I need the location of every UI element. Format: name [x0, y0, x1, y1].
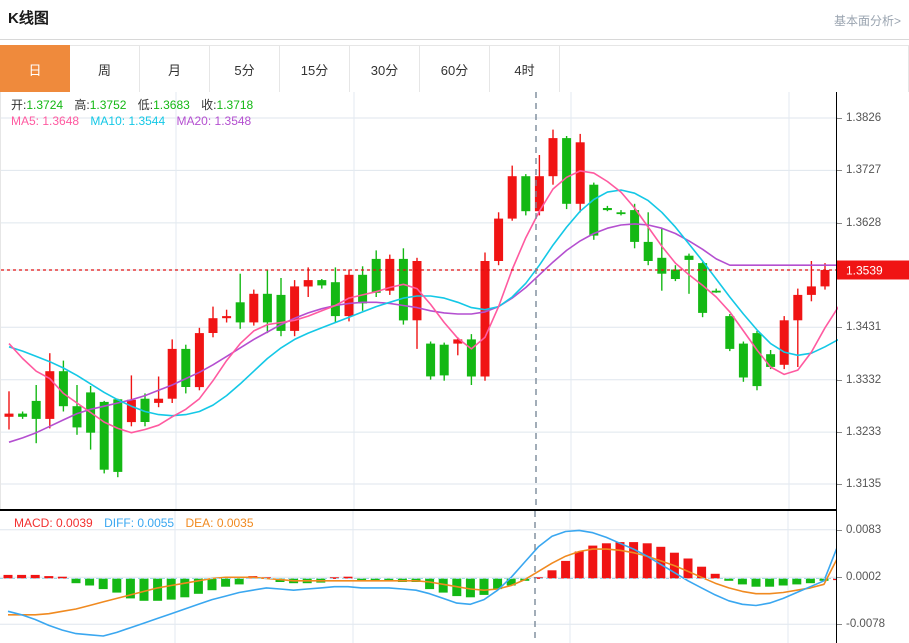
y-axis-tick [837, 484, 842, 485]
current-price-badge: 1.3539 [837, 260, 909, 280]
macd-axis-label: -0.0078 [846, 618, 886, 631]
y-axis-tick [837, 170, 842, 172]
timeframe-tabbar: 日 周 月 5分 15分 30分 60分 4时 [0, 45, 909, 92]
price-pane[interactable]: 开:1.3724 高:1.3752 低:1.3683 收:1.3718 MA5:… [0, 92, 909, 510]
y-axis-tick [837, 379, 842, 381]
y-axis-tick [837, 529, 842, 531]
tab-day[interactable]: 日 [0, 45, 70, 92]
page-header: K线图 基本面分析> [0, 0, 909, 40]
fundamental-analysis-link[interactable]: 基本面分析> [833, 14, 901, 28]
y-axis: 1.3826 1.3727 1.3628 1.3431 1.3332 1.3233 1.31… [837, 92, 909, 643]
price-axis-label: 1.3431 [846, 321, 882, 334]
y-axis-tick [837, 624, 842, 626]
pane-divider [0, 509, 837, 511]
price-axis-label: 1.3233 [846, 426, 882, 439]
price-axis-label: 1.3628 [846, 216, 882, 229]
y-axis-tick [837, 577, 842, 579]
macd-pane[interactable]: MACD: 0.0039 DIFF: 0.0055 DEA: 0.0035 [0, 511, 909, 643]
macd-axis-label: 0.0002 [846, 571, 882, 584]
tab-60min[interactable]: 60分 [420, 45, 490, 92]
tab-30min[interactable]: 30分 [350, 45, 420, 92]
chart-container[interactable]: 开:1.3724 高:1.3752 低:1.3683 收:1.3718 MA5:… [0, 92, 909, 643]
price-canvas[interactable] [1, 92, 838, 510]
macd-canvas[interactable] [0, 511, 837, 643]
tabbar-filler [560, 45, 909, 92]
tab-4hour[interactable]: 4时 [490, 45, 560, 92]
tab-month[interactable]: 月 [140, 45, 210, 92]
price-axis-label: 1.3135 [846, 478, 882, 490]
axis-divider [836, 92, 837, 643]
price-axis-label: 1.3727 [846, 164, 882, 177]
tab-week[interactable]: 周 [70, 45, 140, 92]
y-axis-tick [837, 118, 842, 119]
macd-axis-label: 0.0083 [846, 523, 882, 536]
tab-15min[interactable]: 15分 [280, 45, 350, 92]
tab-5min[interactable]: 5分 [210, 45, 280, 92]
price-axis-label: 1.3332 [846, 373, 882, 386]
y-axis-tick [837, 222, 842, 224]
y-axis-tick [837, 327, 842, 329]
price-axis-label: 1.3826 [846, 112, 882, 124]
page-title: K线图 [8, 10, 49, 27]
y-axis-tick [837, 432, 842, 434]
